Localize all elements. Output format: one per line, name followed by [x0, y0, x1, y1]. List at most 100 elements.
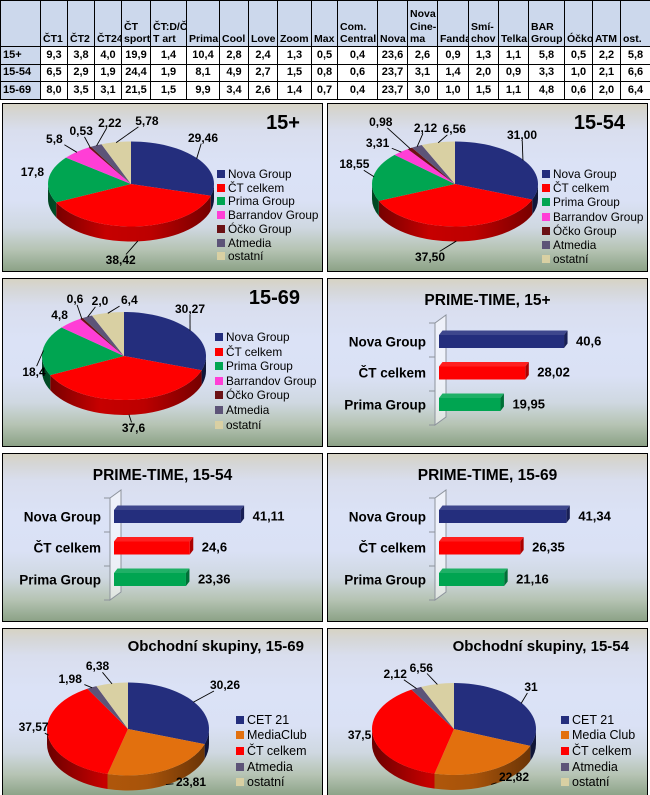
chart-panel-3: 15-69 30,27 37,6 18,4 4,8 0,6 2,0 6,4 Nova Group…: [2, 278, 323, 447]
legend-label: ostatní: [247, 775, 285, 790]
pie-value-label: 3,31: [365, 135, 390, 150]
table-cell: 2,7: [248, 63, 278, 83]
pie-slice: [454, 683, 536, 746]
table-cell: 0,5: [311, 46, 338, 65]
pie-value-label: 31,00: [506, 127, 538, 142]
pie-value-label: 2,12: [413, 120, 438, 135]
pie-value-label: 18,4: [22, 365, 46, 380]
pie-3d: [36, 304, 207, 423]
pie-value-label: 6,56: [442, 121, 466, 136]
bar-front-face: [439, 335, 565, 348]
bar-category-label: ČT celkem: [358, 540, 426, 556]
legend-item: MediaClub: [236, 728, 307, 742]
pie-value-label: 1,98: [58, 671, 82, 686]
pie-value-label: 37,5: [347, 727, 372, 742]
legend-label: Prima Group: [228, 194, 295, 209]
table-cell: 1,9: [94, 63, 122, 83]
legend-label: Atmedia: [553, 238, 597, 252]
table-cell: 2,2: [592, 46, 621, 65]
label-leader-line: [426, 673, 438, 685]
label-leader-line: [125, 240, 139, 255]
pie-value-label: 6,56: [409, 660, 433, 675]
legend-swatch: [215, 391, 223, 400]
table-cell: 1,5: [150, 81, 187, 100]
table-cell: 9,3: [40, 46, 68, 65]
label-leader-line: [102, 672, 113, 685]
bar-category-label: Nova Group: [23, 509, 101, 524]
pie-value-label: 6,4: [120, 293, 138, 308]
table-cell: 24,4: [121, 63, 151, 83]
pie-side-wall: [56, 195, 211, 242]
legend-label: ČT celkem: [572, 744, 632, 758]
pie-3d: [372, 673, 536, 790]
legend-swatch: [561, 731, 569, 740]
legend-label: ČT celkem: [553, 181, 610, 196]
label-leader-line: [520, 692, 528, 704]
table-cell: 0,7: [311, 81, 338, 100]
pie-value-label: 37,57: [18, 720, 49, 735]
legend-item: Atmedia: [236, 760, 293, 774]
legend-label: Óčko Group: [228, 221, 292, 236]
pie-value-label: 30,26: [209, 678, 241, 692]
table-row: 15+ 9,3 3,8 4,0 19,9 1,4 10,4 2,8 2,4 1,3 0,5 0,4 23…: [0, 46, 650, 65]
legend-item: Óčko Group: [215, 388, 290, 402]
legend-swatch: [215, 420, 223, 429]
pie-slice: [131, 141, 215, 196]
legend-item: Barrandov Group: [215, 374, 317, 388]
legend-swatch: [561, 778, 569, 787]
label-leader-line: [64, 144, 78, 153]
pie-slice: [421, 683, 454, 729]
row-label: 15+: [0, 46, 41, 65]
pie-3d: [47, 126, 215, 255]
legend-label: Barrandov Group: [553, 209, 644, 224]
table-cell: 0,4: [337, 46, 378, 65]
pie-slice: [50, 356, 202, 400]
bar-end-face: [189, 537, 194, 555]
table-cell: 2,1: [592, 63, 621, 83]
bar-end-face: [566, 505, 570, 523]
pie-side-wall: [372, 184, 379, 216]
column-header: Smí- chov: [468, 0, 499, 47]
table-cell: 3,1: [94, 81, 122, 100]
pie-slice: [65, 147, 131, 184]
bar-end-face: [504, 568, 508, 586]
column-header: Nova: [377, 0, 408, 47]
bar-value-label: 23,36: [197, 571, 231, 586]
chart-title: PRIME-TIME, 15+: [424, 292, 551, 309]
bar-end-face: [185, 568, 190, 586]
pie-value-label: 2,12: [383, 666, 407, 681]
legend-swatch: [542, 212, 550, 221]
legend-item: ČT celkem: [236, 744, 307, 758]
pie-value-label: 6,38: [85, 659, 110, 674]
table-cell: 23,6: [377, 46, 408, 65]
table-cell: 0,8: [311, 63, 338, 83]
pie-side-wall: [42, 356, 51, 391]
pie-side-wall: [434, 745, 531, 790]
table-cell: 2,8: [219, 46, 249, 65]
pie-slice: [372, 689, 454, 774]
pie-slice: [128, 682, 210, 745]
pie-slice: [411, 145, 455, 184]
pie-slice: [124, 312, 207, 371]
legend-label: ČT celkem: [228, 180, 285, 195]
label-leader-line: [36, 350, 44, 367]
bar-value-label: 26,35: [532, 539, 565, 555]
legend-swatch: [236, 747, 244, 755]
legend-label: Prima Group: [553, 195, 620, 210]
chart-panel-6: PRIME-TIME, 15-69 Nova Group 41,34 ČT celke…: [327, 453, 648, 622]
pie-value-label: 4,8: [51, 308, 68, 322]
bar-front-face: [439, 510, 567, 523]
legend-swatch: [236, 715, 244, 724]
chart-panel-1: 15+ 29,46 38,42 17,8 5,8 0,53 2,22 5,78 Nova Gro…: [2, 103, 323, 272]
table-cell: 1,0: [437, 81, 469, 100]
legend-swatch: [236, 762, 244, 771]
pie-value-label: 0,53: [69, 123, 93, 138]
legend-swatch: [217, 238, 225, 247]
legend-swatch: [542, 184, 550, 193]
table-cell: 1,5: [277, 63, 312, 83]
legend-item: Atmedia: [215, 403, 269, 417]
pie-slice: [42, 327, 124, 376]
chart-panel-5: PRIME-TIME, 15-54 Nova Group 41,11 ČT celke…: [2, 453, 323, 622]
legend-swatch: [542, 198, 550, 207]
